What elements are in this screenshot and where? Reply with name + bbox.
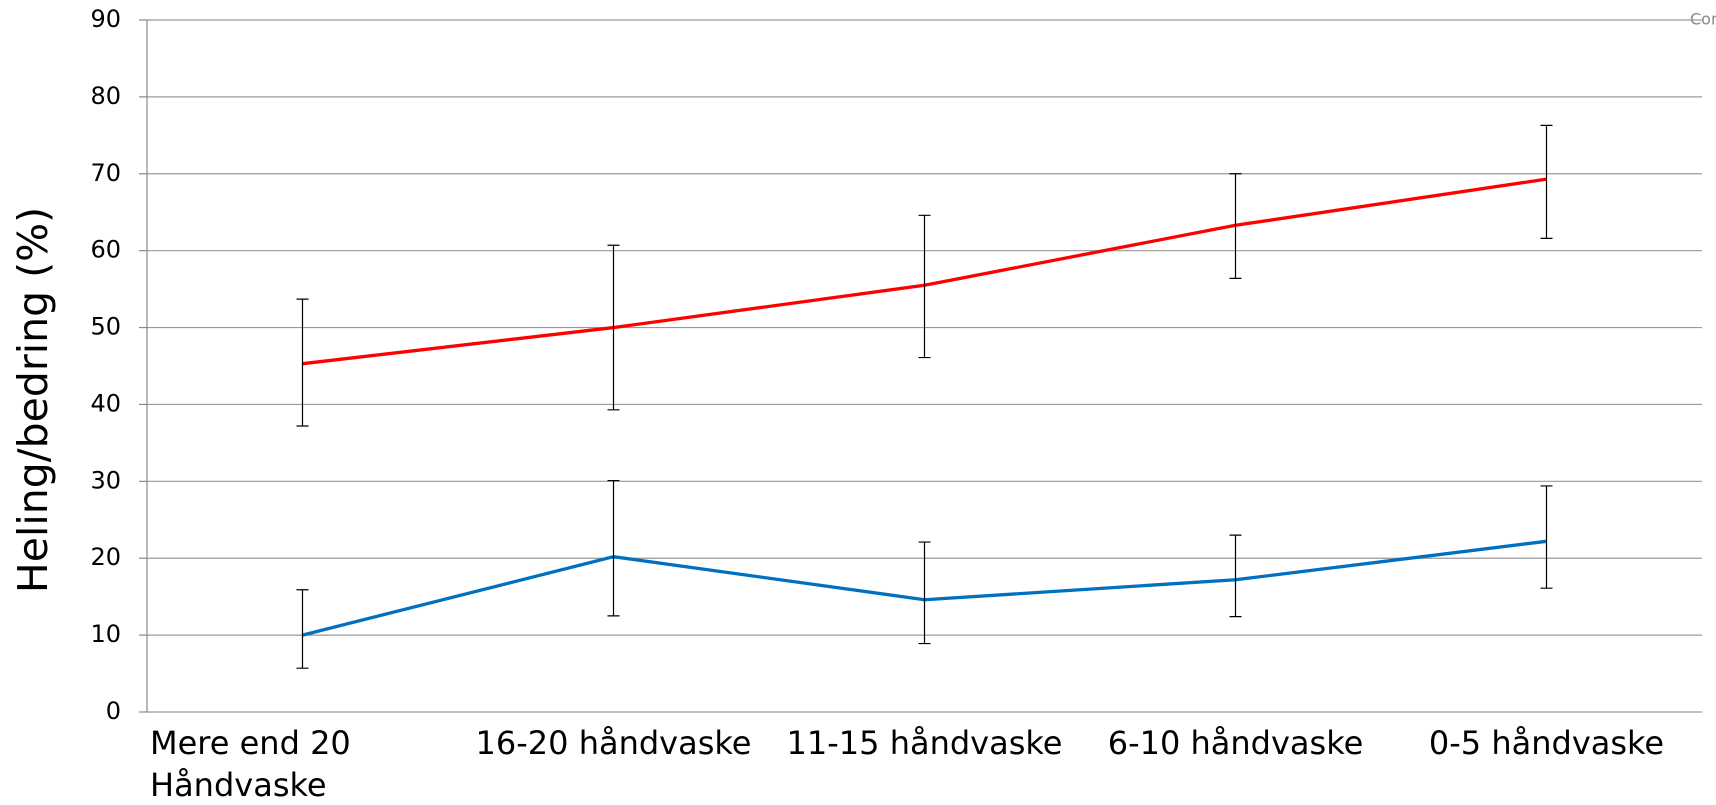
y-tick-label: 70 [90, 159, 121, 187]
error-bar [607, 244, 620, 411]
y-tick-label: 90 [90, 5, 121, 33]
error-bar [607, 479, 620, 617]
y-axis-label: Heling/bedring (%) [9, 207, 57, 593]
x-tick-label: Mere end 20 Håndvaske [150, 724, 351, 804]
x-tick-label: 6-10 håndvaske [1107, 724, 1364, 762]
error-bar [1540, 485, 1553, 589]
error-bar [1540, 124, 1553, 239]
y-tick-label: 30 [90, 466, 121, 494]
x-tick-label: 16-20 håndvaske [475, 724, 752, 762]
error-bar [1229, 173, 1242, 279]
y-tick-label: 20 [90, 543, 121, 571]
x-tick-label: 11-15 håndvaske [786, 724, 1063, 762]
y-tick-label: 40 [90, 389, 121, 417]
error-bar [296, 298, 309, 427]
error-bar [296, 589, 309, 669]
y-tick-label: 60 [90, 236, 121, 264]
y-tick-label: 10 [90, 620, 121, 648]
y-tick-label: 0 [106, 697, 121, 725]
error-bar [918, 214, 931, 359]
error-bar [1229, 534, 1242, 618]
y-tick-label: 80 [90, 82, 121, 110]
annotation: Con [1690, 10, 1716, 29]
y-tick-label: 50 [90, 313, 121, 341]
error-bar [918, 541, 931, 645]
x-tick-label: 0-5 håndvaske [1428, 724, 1665, 762]
